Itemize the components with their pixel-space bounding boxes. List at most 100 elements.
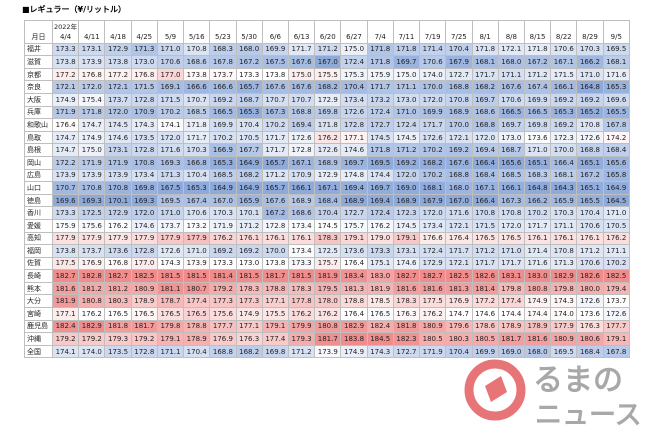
price-cell: 172.4: [340, 55, 368, 69]
price-cell: 169.2: [576, 92, 604, 107]
price-cell: 169.3: [130, 193, 158, 208]
price-cell: 170.6: [419, 55, 447, 69]
price-cell: 170.7: [261, 92, 289, 107]
price-cell: 183.8: [340, 332, 368, 346]
price-cell: 167.8: [602, 344, 631, 359]
row-name: 大阪: [24, 92, 53, 107]
price-cell: 168.9: [314, 155, 342, 170]
price-cell: 181.5: [183, 269, 211, 283]
price-cell: 177.7: [209, 319, 237, 334]
price-cell: 174.0: [78, 344, 106, 359]
price-cell: 165.2: [576, 105, 604, 120]
price-cell: 183.1: [497, 269, 525, 283]
header-blank: [471, 20, 499, 31]
price-cell: 171.7: [471, 256, 499, 271]
price-cell: 172.3: [550, 130, 578, 145]
column-header: 6/13: [287, 31, 316, 44]
table-row: 佐賀 177.5 176.9 176.8 177.0 174.3 173.9 173.3 173…: [24, 256, 631, 271]
header-blank: [497, 20, 525, 31]
price-cell: 181.8: [104, 319, 132, 334]
price-cell: 172.9: [104, 42, 132, 57]
price-cell: 176.2: [366, 218, 394, 233]
price-cell: 178.0: [314, 294, 342, 309]
price-cell: 170.0: [261, 244, 289, 258]
price-cell: 179.2: [130, 332, 158, 346]
price-cell: 177.9: [78, 231, 106, 246]
price-cell: 182.5: [130, 269, 158, 283]
price-cell: 170.2: [209, 130, 237, 145]
price-cell: 164.9: [235, 181, 263, 195]
price-cell: 167.6: [261, 80, 289, 94]
price-cell: 174.0: [550, 307, 578, 321]
price-cell: 174.5: [392, 218, 421, 233]
column-header: 4/18: [104, 31, 132, 44]
price-cell: 164.8: [576, 80, 604, 94]
price-cell: 173.9: [78, 55, 106, 69]
price-cell: 170.5: [235, 130, 263, 145]
price-cell: 174.7: [51, 143, 80, 157]
price-cell: 171.8: [366, 143, 394, 157]
price-cell: 173.8: [104, 55, 132, 69]
price-cell: 171.8: [314, 118, 342, 132]
price-cell: 173.1: [78, 42, 106, 57]
row-name: 香川: [24, 206, 53, 220]
price-cell: 170.0: [550, 143, 578, 157]
price-cell: 176.9: [445, 294, 473, 309]
price-cell: 173.0: [130, 55, 158, 69]
price-cell: 174.4: [366, 168, 394, 183]
table-row: 愛媛 175.9 175.6 176.2 174.6 173.7 173.2 171.9 171…: [24, 218, 631, 233]
price-cell: 181.6: [392, 281, 421, 296]
price-cell: 174.2: [602, 130, 631, 145]
price-cell: 174.7: [51, 130, 80, 145]
price-cell: 175.9: [366, 67, 394, 82]
price-cell: 172.1: [104, 80, 132, 94]
price-cell: 181.4: [471, 281, 499, 296]
price-cell: 167.5: [261, 55, 289, 69]
price-cell: 176.5: [497, 231, 525, 246]
price-cell: 170.3: [209, 206, 237, 220]
price-cell: 177.4: [183, 294, 211, 309]
price-cell: 173.3: [51, 42, 80, 57]
price-cell: 169.2: [550, 118, 578, 132]
table-row: 大阪 174.9 175.4 173.7 172.8 171.5 170.7 169.2 168…: [24, 92, 631, 107]
price-cell: 164.8: [523, 181, 552, 195]
price-cell: 176.4: [51, 118, 80, 132]
price-cell: 182.4: [366, 319, 394, 334]
price-cell: 168.0: [497, 55, 525, 69]
price-cell: 172.1: [445, 256, 473, 271]
price-cell: 176.2: [78, 307, 106, 321]
table-row: 広島 173.9 173.9 173.9 173.4 171.3 170.4 168.5 168…: [24, 168, 631, 183]
price-cell: 169.7: [392, 55, 421, 69]
price-cell: 178.5: [366, 294, 394, 309]
price-cell: 170.2: [523, 206, 552, 220]
price-cell: 172.6: [419, 130, 447, 145]
header-blank: [104, 20, 132, 31]
price-cell: 167.0: [314, 55, 342, 69]
price-cell: 174.7: [445, 307, 473, 321]
price-cell: 169.6: [51, 193, 80, 208]
row-name: 沖縄: [24, 332, 53, 346]
price-cell: 183.0: [523, 269, 552, 283]
table-row: 徳島 169.6 169.3 170.1 169.3 169.5 167.4 167.0 165…: [24, 193, 631, 208]
column-header: 8/22: [550, 31, 578, 44]
price-cell: 168.0: [235, 42, 263, 57]
price-cell: 179.3: [104, 332, 132, 346]
price-cell: 180.3: [445, 332, 473, 346]
price-cell: 172.6: [314, 143, 342, 157]
price-cell: 171.3: [156, 168, 185, 183]
price-cell: 173.1: [392, 244, 421, 258]
price-cell: 165.7: [261, 155, 289, 170]
price-cell: 170.7: [183, 92, 211, 107]
price-cell: 175.0: [287, 67, 316, 82]
price-cell: 172.6: [576, 130, 604, 145]
price-cell: 168.8: [445, 168, 473, 183]
price-cell: 167.5: [156, 181, 185, 195]
price-cell: 180.5: [471, 332, 499, 346]
price-cell: 171.7: [497, 256, 525, 271]
price-cell: 173.9: [183, 256, 211, 271]
price-cell: 169.2: [209, 92, 237, 107]
price-cell: 169.4: [366, 193, 394, 208]
header-blank: [602, 20, 631, 31]
header-blank: [523, 20, 552, 31]
price-cell: 168.9: [445, 105, 473, 120]
